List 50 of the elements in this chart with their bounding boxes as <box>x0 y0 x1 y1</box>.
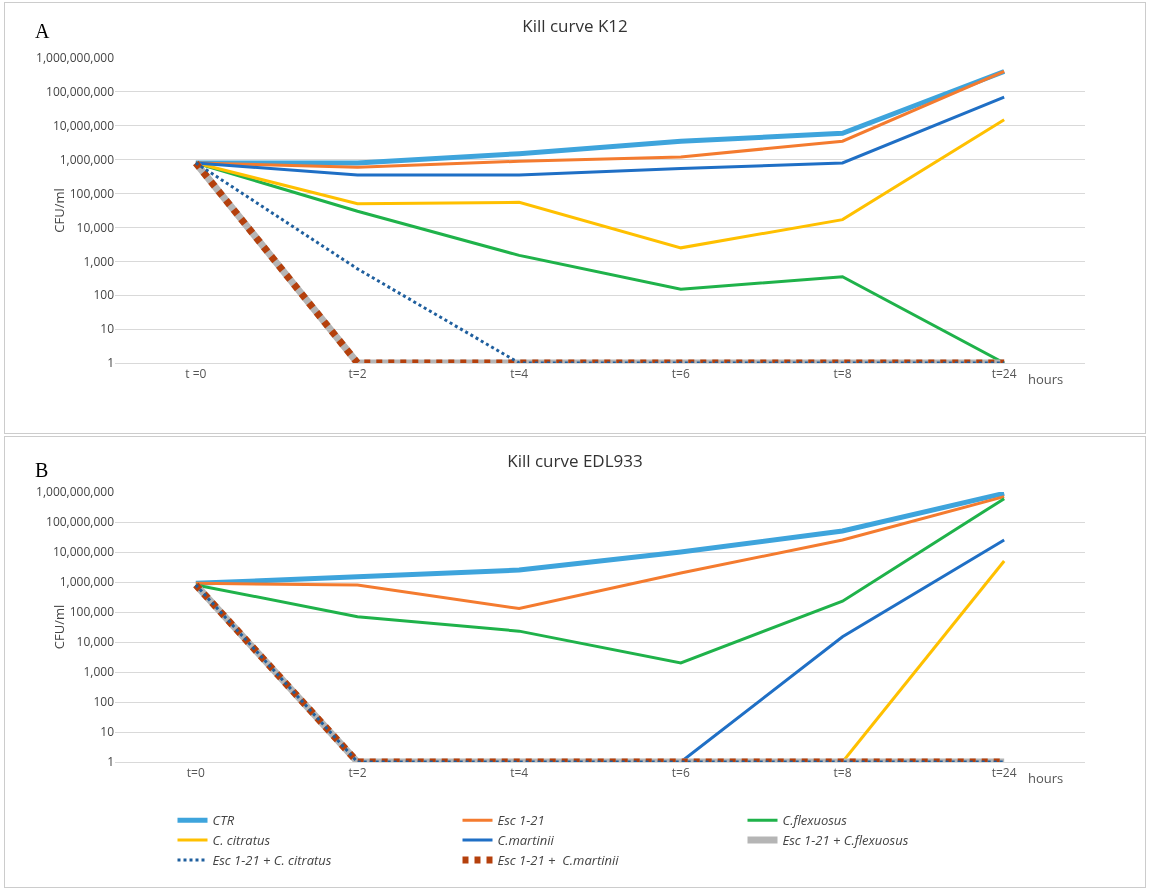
y-axis-title: CFU/ml <box>49 188 68 233</box>
line-series <box>194 495 1006 611</box>
y-tick-label: 1,000 <box>83 252 115 270</box>
text: B <box>35 459 49 481</box>
y-axis-title: CFU/ml <box>49 604 68 650</box>
y-tick-label: 1,000,000,000 <box>36 49 115 67</box>
legend-label: Esc 1-21 <box>497 811 545 830</box>
line-series <box>194 95 1006 177</box>
text: hours <box>1028 370 1064 388</box>
legend-label: C.martinii <box>497 831 555 850</box>
text: hours <box>1028 769 1064 787</box>
y-tick-label: 10,000 <box>76 633 115 651</box>
y-tick-label: 100 <box>93 693 115 711</box>
y-tick-label: 1 <box>107 354 114 372</box>
legend-label: Esc 1-21 + C.flexuosus <box>782 831 909 850</box>
y-tick-label: 1,000 <box>83 663 115 681</box>
legend-label: C.flexuosus <box>782 811 848 830</box>
y-tick-label: 1 <box>107 753 114 771</box>
y-tick-label: 10 <box>100 320 115 338</box>
y-tick-label: 100 <box>93 286 115 304</box>
legend-label: C. citratus <box>212 831 271 850</box>
y-tick-label: 10 <box>100 723 115 741</box>
x-tick-label: t=2 <box>348 764 367 782</box>
y-tick-label: 100,000,000 <box>46 83 115 101</box>
x-tick-label: t=4 <box>510 764 529 782</box>
x-tick-label: t=8 <box>833 365 852 383</box>
y-tick-label: 10,000 <box>76 218 115 236</box>
x-tick-label: t=24 <box>991 764 1017 782</box>
x-tick-label: t=6 <box>671 764 690 782</box>
legend-label: Esc 1-21 + C.martinii <box>497 851 620 870</box>
legend-label: Esc 1-21 + C. citratus <box>212 851 332 870</box>
chart-title: Kill curve EDL933 <box>507 448 643 472</box>
y-tick-label: 1,000,000,000 <box>36 483 115 501</box>
legend-label: CTR <box>212 811 235 830</box>
y-tick-label: 100,000,000 <box>46 513 115 531</box>
chart-title: Kill curve K12 <box>522 14 628 38</box>
x-tick-label: t=8 <box>833 764 852 782</box>
x-tick-label: t=2 <box>348 365 367 383</box>
x-tick-label: t =0 <box>185 365 207 383</box>
x-tick-label: t=24 <box>991 365 1017 383</box>
y-tick-label: 1,000,000 <box>59 573 115 591</box>
x-tick-label: t=0 <box>186 764 205 782</box>
x-tick-label: t=4 <box>510 365 529 383</box>
y-tick-label: 10,000,000 <box>52 543 115 561</box>
y-tick-label: 100,000 <box>69 603 115 621</box>
y-tick-label: 1,000,000 <box>59 150 115 168</box>
x-tick-label: t=6 <box>671 365 690 383</box>
y-tick-label: 10,000,000 <box>52 116 115 134</box>
text: A <box>35 20 50 42</box>
y-tick-label: 100,000 <box>69 184 115 202</box>
